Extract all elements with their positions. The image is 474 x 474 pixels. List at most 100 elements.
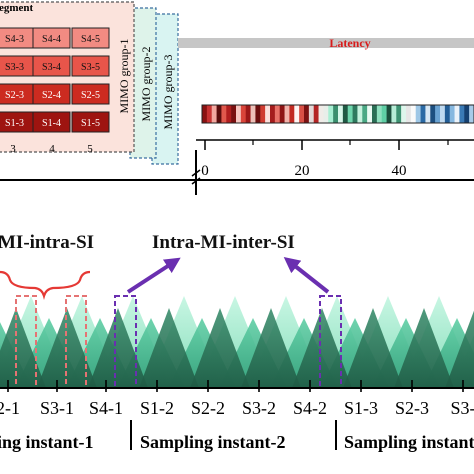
segment-cell-label: S3-4 — [42, 62, 61, 73]
stripe-cell — [216, 105, 222, 123]
main-horizontal-axis — [0, 150, 474, 195]
segment-cell-label: S3-5 — [81, 62, 100, 73]
sample-triangle — [343, 308, 403, 388]
segment-cell: S3-4 — [32, 55, 71, 77]
column-label-3: 3 — [10, 143, 16, 155]
segment-cell-label: S4-4 — [42, 34, 61, 45]
stripe-cell — [425, 105, 431, 123]
intra-label: MI-intra-SI — [0, 232, 94, 253]
sample-label: S1-3 — [344, 398, 378, 418]
sample-label: S3-1 — [40, 398, 74, 418]
segment-cell: S4-3 — [0, 27, 34, 49]
segment-cell: S4-4 — [32, 27, 71, 49]
inter-arrow-left — [126, 257, 181, 294]
stripe-cell — [313, 105, 319, 123]
segment-cell: S2-4 — [32, 83, 71, 105]
stripe-cell — [255, 105, 261, 123]
stripe-cell — [245, 105, 251, 123]
stripe-cell — [318, 105, 324, 123]
segment-cell-label: S3-3 — [5, 62, 24, 73]
sample-baseline — [0, 380, 474, 392]
stripe-cell — [221, 105, 227, 123]
stripe-cell — [202, 105, 208, 123]
timeline-axis — [196, 139, 474, 150]
stripe-cell — [231, 105, 237, 123]
sample-triangles — [0, 296, 474, 388]
stripe-cell — [386, 105, 392, 123]
stripe-cell — [459, 105, 465, 123]
stripe-cell — [299, 105, 305, 123]
inter-label: Intra-MI-inter-SI — [152, 232, 295, 253]
sample-label: 2-1 — [0, 398, 20, 418]
segment-grid: S4-3 S4-4 S4-5 S3-3 S3-4 S3-5 S2-3 S2-4 S2-5 S1-3… — [0, 27, 110, 133]
segment-cell: S1-3 — [0, 111, 34, 133]
latency-label: Latency — [329, 36, 370, 50]
stripe-cell — [289, 105, 295, 123]
inter-arrow-right — [283, 257, 330, 294]
timeline-tick-20: 20 — [295, 163, 310, 179]
segment-cell: S1-4 — [32, 111, 71, 133]
stripe-cell — [449, 105, 455, 123]
stripe-cell — [274, 105, 281, 123]
stripe-cell — [440, 105, 446, 123]
stripe-cell — [357, 105, 363, 123]
stripe-cell — [304, 105, 310, 123]
sample-label: S4-1 — [89, 398, 123, 418]
stripe-cell — [226, 105, 232, 123]
intra-bracket — [0, 270, 91, 300]
segment-cell: S2-3 — [0, 83, 34, 105]
stripe-cell — [396, 105, 402, 123]
segment-cell-label: S1-3 — [5, 118, 24, 129]
stripe-cell — [435, 105, 441, 123]
stripe-cell — [352, 105, 358, 123]
stripe-cell — [406, 105, 412, 123]
stripe-cell — [444, 105, 451, 123]
stripe-cell — [338, 105, 344, 123]
stripe-cell — [372, 105, 378, 123]
sampling-instant-3: Sampling instant- — [344, 432, 474, 452]
stripe-cell — [376, 105, 383, 123]
stripe-cell — [236, 105, 242, 123]
latency-bar — [178, 38, 474, 48]
stripe-cell — [342, 105, 349, 123]
segment-cell: S1-5 — [71, 111, 110, 133]
sample-triangle — [88, 308, 148, 388]
stripe-cell — [410, 105, 417, 123]
sample-triangle — [190, 308, 250, 388]
stripe-cell — [391, 105, 397, 123]
stripe-cell — [206, 105, 213, 123]
stripe-cell — [260, 105, 266, 123]
stripe-strip — [201, 104, 474, 124]
segment-cell: S4-5 — [71, 27, 110, 49]
segment-cell-label: S1-4 — [42, 118, 61, 129]
stripe-cell — [420, 105, 426, 123]
sample-triangle — [241, 308, 301, 388]
sample-triangle — [139, 308, 199, 388]
stripe-cell — [308, 105, 315, 123]
sampling-instant-1: ling instant-1 — [0, 432, 94, 452]
stripe-cell — [323, 105, 329, 123]
sampling-instant-2: Sampling instant-2 — [140, 432, 286, 452]
mimo-group-2-label: MIMO group-2 — [139, 47, 153, 122]
stripe-cell — [415, 105, 421, 123]
stripe-cell — [381, 105, 387, 123]
sample-triangle — [0, 308, 46, 388]
mimo-group-2-box: MIMO group-2 — [129, 7, 157, 159]
stripe-cell — [362, 105, 368, 123]
stripe-cell — [454, 105, 460, 123]
stripe-cell — [250, 105, 256, 123]
stripe-cell — [265, 105, 271, 123]
stripe-cell — [333, 105, 339, 123]
sample-label: S4-2 — [293, 398, 327, 418]
stripe-cell — [270, 105, 276, 123]
segment-cell: S2-5 — [71, 83, 110, 105]
sample-label: S1-2 — [140, 398, 174, 418]
stripe-cell — [279, 105, 285, 123]
timeline-tick-0: 0 — [201, 163, 209, 179]
segment-title: egment — [0, 2, 34, 14]
column-label-4: 4 — [49, 143, 55, 155]
column-label-5: 5 — [87, 143, 93, 155]
stripe-cell — [464, 105, 470, 123]
stripe-cell — [240, 105, 247, 123]
stripe-cell — [294, 105, 300, 123]
